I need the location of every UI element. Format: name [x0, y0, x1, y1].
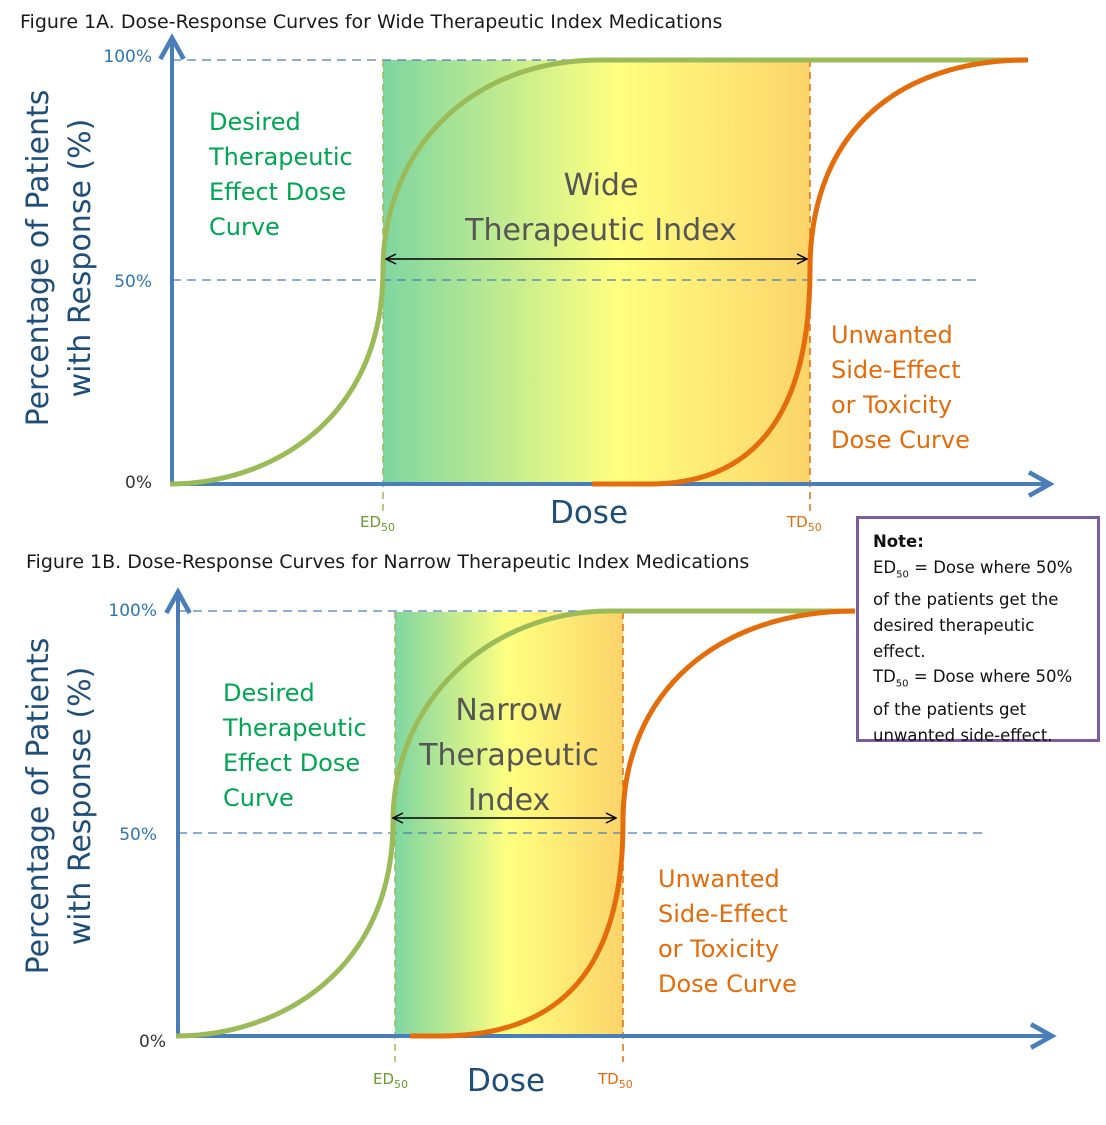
- toxicity-curve: [592, 57, 1029, 487]
- svg-text:Effect Dose: Effect Dose: [209, 178, 346, 206]
- note-title: Note:: [873, 532, 924, 551]
- svg-text:with Response (%): with Response (%): [63, 667, 98, 946]
- td50-label: TD50: [597, 1070, 633, 1091]
- unwanted-curve-label: Unwanted Side-Effect or Toxicity Dose Cu…: [658, 865, 797, 998]
- note-box: Note: ED50 = Dose where 50% of the patie…: [856, 516, 1100, 745]
- td50-definition-line: of the patients get: [873, 700, 1027, 720]
- ed50-definition-line: desired therapeutic: [873, 616, 1035, 636]
- tick-0: 0%: [125, 473, 152, 493]
- svg-text:Therapeutic: Therapeutic: [418, 738, 599, 773]
- tick-100: 100%: [108, 601, 157, 621]
- svg-text:Dose Curve: Dose Curve: [831, 426, 970, 454]
- desired-curve-label: Desired Therapeutic Effect Dose Curve: [222, 679, 367, 812]
- tick-100: 100%: [103, 47, 152, 67]
- svg-text:Side-Effect: Side-Effect: [658, 900, 788, 928]
- svg-text:Curve: Curve: [209, 213, 280, 241]
- toxicity-curve: [410, 608, 856, 1039]
- narrow-index-label: Narrow Therapeutic Index: [418, 693, 599, 818]
- svg-text:Narrow: Narrow: [455, 693, 562, 728]
- svg-text:Percentage of Patients: Percentage of Patients: [21, 638, 56, 975]
- figure-1a-title: Figure 1A. Dose-Response Curves for Wide…: [20, 11, 722, 33]
- ed50-label: ED50: [373, 1070, 408, 1091]
- figure-1b-title: Figure 1B. Dose-Response Curves for Narr…: [26, 551, 749, 573]
- td50-definition-line: unwanted side-effect.: [873, 725, 1053, 745]
- wide-therapeutic-band: [383, 60, 810, 484]
- ed50-label: ED50: [360, 513, 395, 534]
- x-axis-label: Dose: [467, 1063, 545, 1099]
- svg-text:Curve: Curve: [223, 784, 294, 812]
- svg-text:or Toxicity: or Toxicity: [658, 935, 779, 963]
- svg-text:or Toxicity: or Toxicity: [831, 391, 952, 419]
- figure-1b-ylabel: Percentage of Patients with Response (%): [21, 638, 98, 975]
- figure-1b: Figure 1B. Dose-Response Curves for Narr…: [21, 551, 1052, 1099]
- svg-text:Index: Index: [468, 783, 551, 818]
- desired-curve-label: Desired Therapeutic Effect Dose Curve: [208, 108, 353, 241]
- td50-definition: TD50 = Dose where 50%: [873, 667, 1073, 690]
- tick-0: 0%: [139, 1032, 166, 1052]
- svg-text:Side-Effect: Side-Effect: [831, 356, 961, 384]
- ed50-definition-line: effect.: [873, 641, 926, 661]
- x-axis-label: Dose: [550, 495, 628, 531]
- svg-text:Therapeutic: Therapeutic: [208, 143, 353, 171]
- ed50-definition: ED50 = Dose where 50%: [873, 557, 1073, 580]
- td50-label: TD50: [786, 513, 822, 534]
- svg-text:Percentage of Patients: Percentage of Patients: [21, 90, 56, 427]
- wide-index-label: Wide Therapeutic Index: [464, 168, 737, 248]
- svg-text:Desired: Desired: [209, 108, 301, 136]
- tick-50: 50%: [114, 272, 152, 292]
- svg-text:Unwanted: Unwanted: [831, 321, 953, 349]
- svg-text:Wide: Wide: [564, 168, 639, 203]
- svg-text:Effect Dose: Effect Dose: [223, 749, 360, 777]
- ed50-definition-line: of the patients get the: [873, 590, 1059, 610]
- svg-text:Desired: Desired: [223, 679, 315, 707]
- svg-text:Therapeutic: Therapeutic: [222, 714, 367, 742]
- unwanted-curve-label: Unwanted Side-Effect or Toxicity Dose Cu…: [831, 321, 970, 454]
- figure-1a: Figure 1A. Dose-Response Curves for Wide…: [20, 11, 1050, 534]
- narrow-therapeutic-band: [395, 612, 623, 1036]
- svg-text:Dose Curve: Dose Curve: [658, 970, 797, 998]
- svg-text:Therapeutic Index: Therapeutic Index: [464, 213, 737, 248]
- svg-text:with Response (%): with Response (%): [63, 119, 98, 398]
- figure-1a-ylabel: Percentage of Patients with Response (%): [21, 90, 98, 427]
- tick-50: 50%: [119, 825, 157, 845]
- desired-effect-curve: [169, 57, 1028, 487]
- svg-text:Unwanted: Unwanted: [658, 865, 780, 893]
